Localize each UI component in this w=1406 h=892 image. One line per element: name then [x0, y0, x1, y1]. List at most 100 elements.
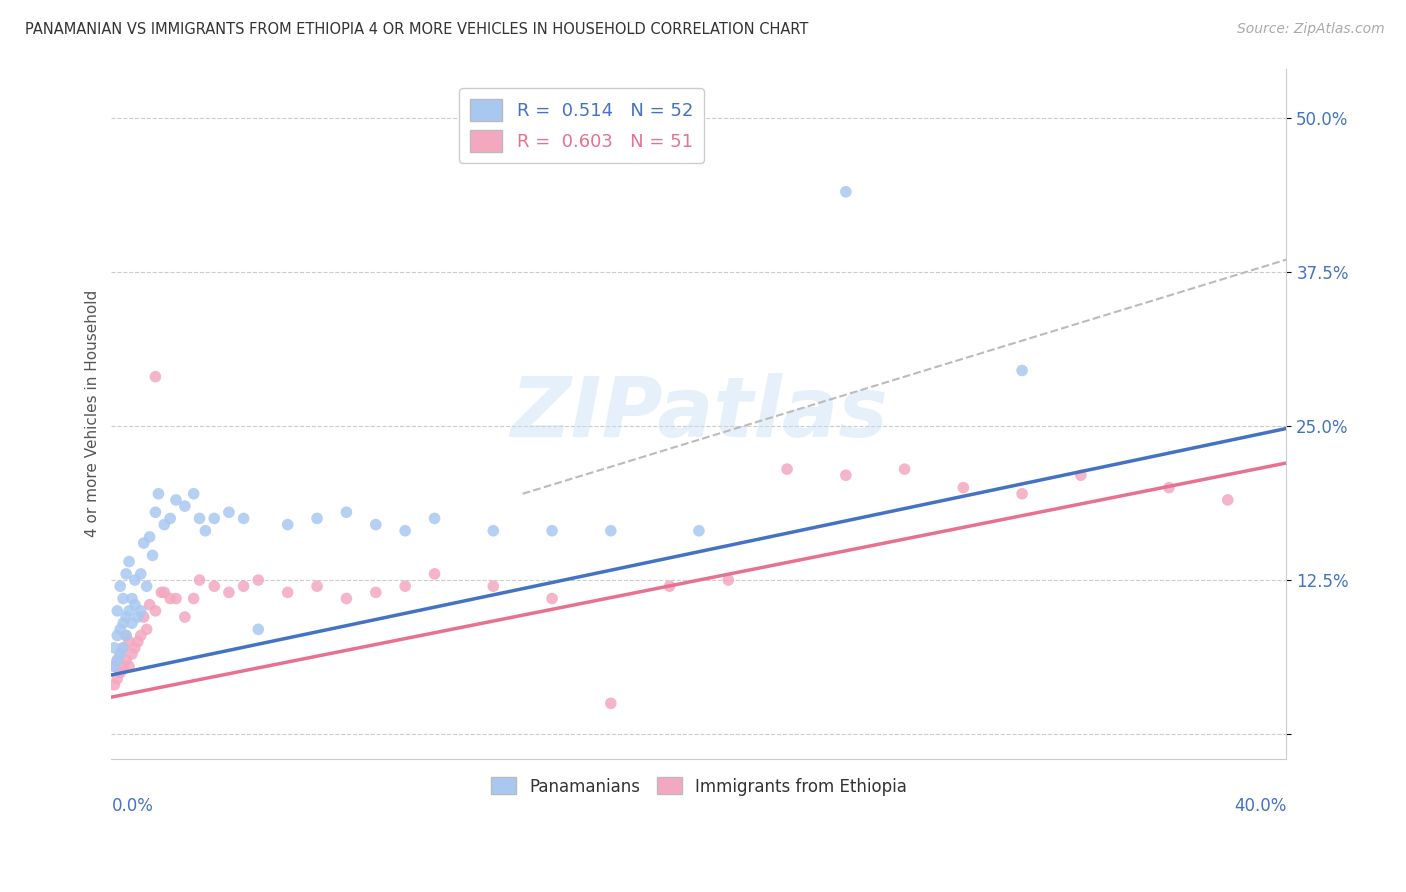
Point	[188, 573, 211, 587]
Point	[110, 647, 132, 661]
Point	[1011, 487, 1033, 501]
Point	[112, 640, 135, 655]
Point	[121, 591, 143, 606]
Legend: Panamanians, Immigrants from Ethiopia: Panamanians, Immigrants from Ethiopia	[484, 771, 914, 802]
Point	[110, 665, 132, 680]
Point	[541, 524, 564, 538]
Point	[835, 185, 858, 199]
Point	[305, 511, 328, 525]
Point	[105, 653, 128, 667]
Point	[247, 623, 270, 637]
Point	[129, 566, 152, 581]
Point	[112, 659, 135, 673]
Point	[115, 628, 138, 642]
Point	[277, 517, 299, 532]
Point	[135, 579, 157, 593]
Point	[423, 566, 446, 581]
Point	[135, 623, 157, 637]
Point	[110, 623, 132, 637]
Point	[305, 579, 328, 593]
Text: Source: ZipAtlas.com: Source: ZipAtlas.com	[1237, 22, 1385, 37]
Point	[150, 585, 173, 599]
Point	[688, 524, 710, 538]
Text: 0.0%: 0.0%	[111, 797, 153, 814]
Point	[1011, 363, 1033, 377]
Point	[335, 591, 357, 606]
Point	[835, 468, 858, 483]
Point	[218, 505, 240, 519]
Point	[232, 511, 254, 525]
Point	[1070, 468, 1092, 483]
Point	[153, 517, 176, 532]
Point	[173, 610, 195, 624]
Point	[118, 604, 141, 618]
Point	[110, 647, 132, 661]
Point	[1157, 481, 1180, 495]
Point	[218, 585, 240, 599]
Point	[599, 524, 621, 538]
Point	[277, 585, 299, 599]
Point	[183, 487, 205, 501]
Point	[105, 604, 128, 618]
Point	[132, 536, 155, 550]
Point	[115, 628, 138, 642]
Point	[105, 672, 128, 686]
Point	[103, 659, 125, 673]
Text: ZIPatlas: ZIPatlas	[510, 373, 887, 454]
Point	[482, 524, 505, 538]
Point	[115, 610, 138, 624]
Point	[115, 653, 138, 667]
Point	[145, 505, 167, 519]
Point	[423, 511, 446, 525]
Point	[159, 591, 181, 606]
Point	[103, 659, 125, 673]
Point	[132, 610, 155, 624]
Point	[148, 487, 170, 501]
Point	[335, 505, 357, 519]
Point	[364, 585, 387, 599]
Point	[138, 598, 160, 612]
Point	[717, 573, 740, 587]
Point	[105, 653, 128, 667]
Point	[394, 579, 416, 593]
Point	[599, 696, 621, 710]
Point	[153, 585, 176, 599]
Point	[194, 524, 217, 538]
Point	[165, 492, 187, 507]
Point	[202, 511, 225, 525]
Point	[121, 616, 143, 631]
Point	[364, 517, 387, 532]
Point	[124, 640, 146, 655]
Point	[124, 598, 146, 612]
Text: 40.0%: 40.0%	[1234, 797, 1286, 814]
Point	[105, 628, 128, 642]
Point	[482, 579, 505, 593]
Point	[121, 647, 143, 661]
Point	[141, 549, 163, 563]
Point	[183, 591, 205, 606]
Point	[124, 573, 146, 587]
Point	[145, 604, 167, 618]
Point	[145, 369, 167, 384]
Point	[103, 678, 125, 692]
Point	[159, 511, 181, 525]
Point	[118, 634, 141, 648]
Point	[165, 591, 187, 606]
Point	[247, 573, 270, 587]
Point	[115, 566, 138, 581]
Point	[127, 610, 149, 624]
Point	[394, 524, 416, 538]
Point	[118, 555, 141, 569]
Point	[138, 530, 160, 544]
Point	[232, 579, 254, 593]
Point	[112, 640, 135, 655]
Y-axis label: 4 or more Vehicles in Household: 4 or more Vehicles in Household	[86, 290, 100, 537]
Point	[658, 579, 681, 593]
Point	[118, 659, 141, 673]
Point	[129, 604, 152, 618]
Point	[112, 616, 135, 631]
Point	[776, 462, 799, 476]
Text: PANAMANIAN VS IMMIGRANTS FROM ETHIOPIA 4 OR MORE VEHICLES IN HOUSEHOLD CORRELATI: PANAMANIAN VS IMMIGRANTS FROM ETHIOPIA 4…	[25, 22, 808, 37]
Point	[893, 462, 915, 476]
Point	[112, 591, 135, 606]
